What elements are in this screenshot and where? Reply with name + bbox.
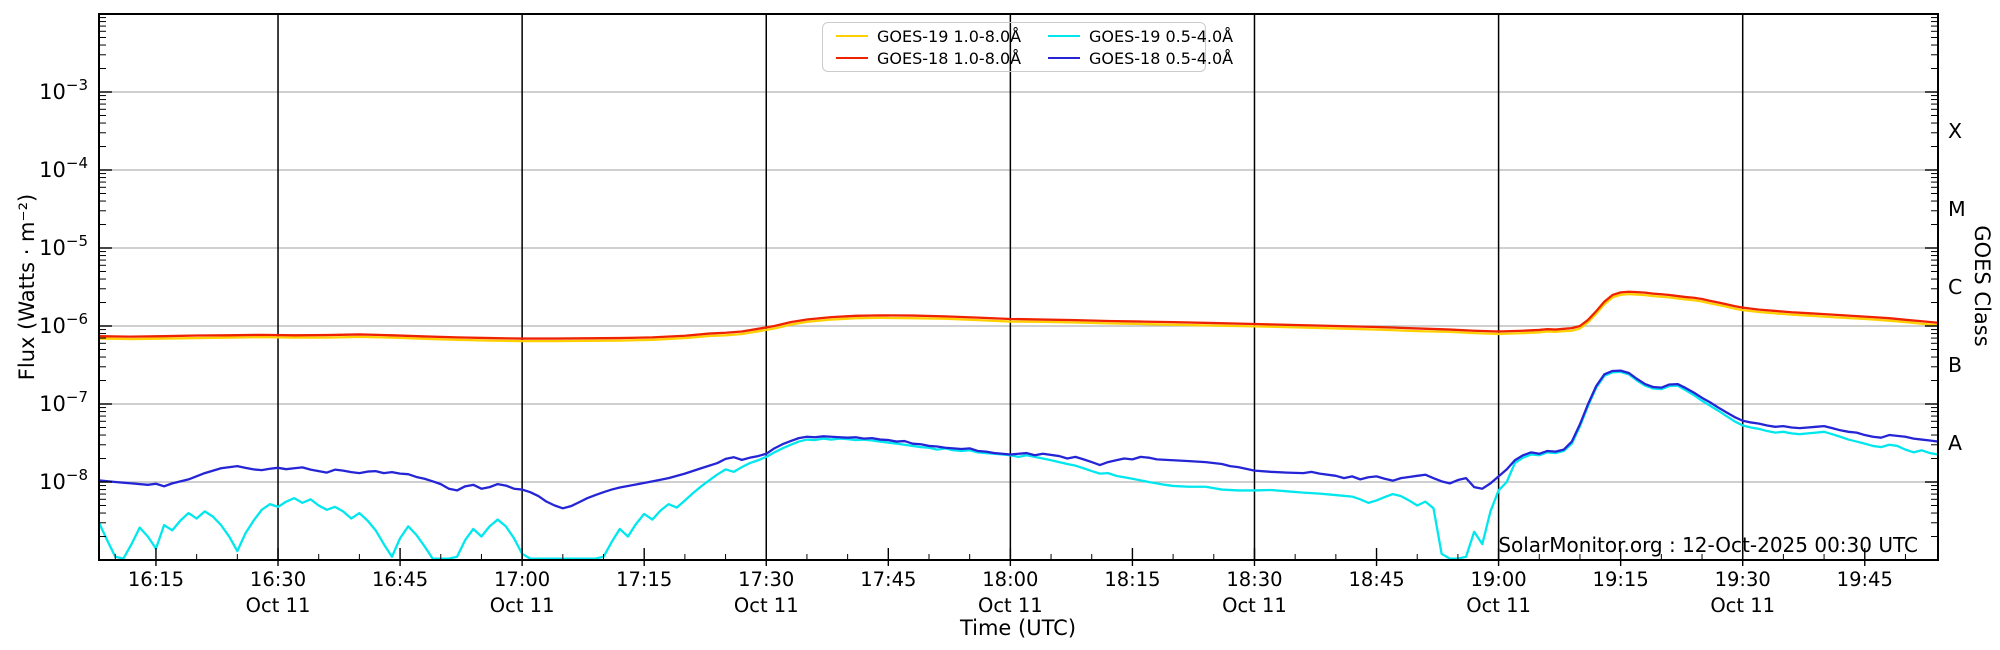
svg-text:18:00: 18:00 [982,568,1038,591]
goes-class-labels: X M C B A [1948,119,1966,455]
legend-swatch-goes18-long [836,56,868,60]
vertical-gridlines [277,14,1744,560]
legend-item-goes19-short: GOES-19 0.5-4.0Å [1048,27,1233,46]
svg-text:16:15: 16:15 [128,568,184,591]
horizontal-gridlines [99,91,1938,483]
legend-item-goes19-long: GOES-19 1.0-8.0Å [836,27,1048,46]
svg-text:10−3: 10−3 [39,76,88,104]
svg-text:17:45: 17:45 [860,568,916,591]
series-3 [99,369,1938,510]
svg-text:Oct 11: Oct 11 [1466,594,1531,617]
svg-text:17:00: 17:00 [494,568,550,591]
legend-label: GOES-19 1.0-8.0Å [877,26,1022,46]
x-axis-title: Time (UTC) [959,616,1077,640]
svg-text:10−6: 10−6 [39,310,88,338]
svg-text:16:45: 16:45 [372,568,428,591]
legend-item-goes18-short: GOES-18 0.5-4.0Å [1048,49,1233,68]
svg-text:10−7: 10−7 [39,388,88,416]
svg-text:Oct 11: Oct 11 [734,594,799,617]
svg-text:19:00: 19:00 [1470,568,1526,591]
svg-text:A: A [1948,431,1962,455]
tick-marks [99,17,1938,566]
svg-text:Oct 11: Oct 11 [246,594,311,617]
svg-text:19:15: 19:15 [1593,568,1649,591]
svg-text:Oct 11: Oct 11 [490,594,555,617]
svg-text:17:30: 17:30 [738,568,794,591]
legend: GOES-19 1.0-8.0Å GOES-18 1.0-8.0Å GOES-1… [822,22,1233,72]
legend-swatch-goes19-long [836,34,868,38]
legend-item-goes18-long: GOES-18 1.0-8.0Å [836,49,1048,68]
svg-text:Oct 11: Oct 11 [978,594,1043,617]
svg-text:Oct 11: Oct 11 [1710,594,1775,617]
y-tick-labels: 10−3 10−4 10−5 10−6 10−7 10−8 [39,76,88,494]
right-axis-title: GOES Class [1970,225,1994,347]
x-tick-labels: 16:15 16:30 16:45 17:00 17:15 17:30 17:45 18:00… [128,568,1893,617]
watermark-text: SolarMonitor.org : 12-Oct-2025 00:30 UTC [1498,533,1918,557]
svg-text:19:45: 19:45 [1837,568,1893,591]
legend-label: GOES-18 1.0-8.0Å [877,48,1022,68]
svg-text:10−4: 10−4 [39,154,88,182]
y-axis-title: Flux (Watts · m⁻²) [15,193,39,381]
svg-text:18:45: 18:45 [1348,568,1404,591]
svg-text:C: C [1948,275,1962,299]
legend-swatch-goes18-short [1048,56,1080,60]
svg-text:18:15: 18:15 [1104,568,1160,591]
svg-text:18:30: 18:30 [1226,568,1282,591]
axes-border [98,13,1939,561]
svg-text:10−8: 10−8 [39,466,88,494]
legend-label: GOES-18 0.5-4.0Å [1089,48,1234,68]
svg-text:X: X [1948,119,1962,143]
svg-text:19:30: 19:30 [1715,568,1771,591]
svg-text:Oct 11: Oct 11 [1222,594,1287,617]
series-0 [99,293,1938,343]
svg-text:M: M [1948,197,1966,221]
svg-text:16:30: 16:30 [250,568,306,591]
data-series [99,290,1938,560]
legend-swatch-goes19-short [1048,34,1080,38]
series-1 [99,290,1938,340]
legend-label: GOES-19 0.5-4.0Å [1089,26,1234,46]
svg-text:17:15: 17:15 [616,568,672,591]
series-2 [99,370,1938,560]
svg-text:10−5: 10−5 [39,232,88,260]
svg-text:B: B [1948,353,1962,377]
